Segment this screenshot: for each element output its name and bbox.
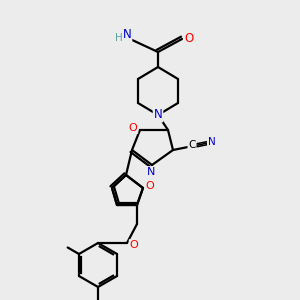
Text: O: O xyxy=(184,32,194,44)
Text: C: C xyxy=(188,140,196,150)
Text: N: N xyxy=(123,28,131,41)
Text: N: N xyxy=(208,137,216,147)
Text: N: N xyxy=(154,109,162,122)
Text: O: O xyxy=(146,181,154,191)
Text: N: N xyxy=(147,167,155,177)
Text: O: O xyxy=(130,240,138,250)
Text: O: O xyxy=(129,123,137,133)
Text: H: H xyxy=(115,33,123,43)
